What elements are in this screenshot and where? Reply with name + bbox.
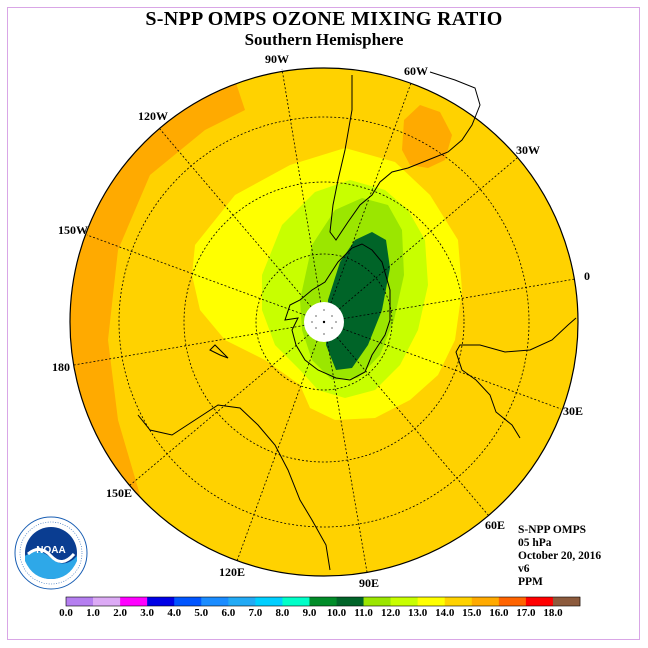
colorbar-tick-label: 1.0 xyxy=(86,607,100,619)
colorbar-tick-label: 18.0 xyxy=(543,607,563,619)
colorbar-swatch xyxy=(390,597,418,606)
colorbar-swatch xyxy=(471,597,500,606)
lon-label-120e: 120E xyxy=(219,565,246,579)
ozone-band-9-10 xyxy=(326,232,390,370)
colorbar-tick-label: 13.0 xyxy=(408,607,428,619)
colorbar-swatch xyxy=(120,597,148,606)
lon-label-90w: 90W xyxy=(265,52,289,66)
coastline-south-america xyxy=(329,71,481,241)
lon-label-120w: 120W xyxy=(138,109,168,123)
noaa-logo-text: NOAA xyxy=(36,545,65,556)
colorbar-swatch xyxy=(417,597,446,606)
noaa-logo: NOAA xyxy=(14,516,88,590)
colorbar-tick-label: 7.0 xyxy=(248,607,263,619)
colorbar-swatch xyxy=(552,597,581,606)
colorbar-tick-label: 10.0 xyxy=(326,607,347,619)
map-boundary xyxy=(69,67,579,577)
figure-frame xyxy=(7,7,640,640)
colorbar-swatch xyxy=(228,597,256,606)
colorbar-tick-label: 4.0 xyxy=(167,607,182,619)
coastline-australia xyxy=(137,404,331,571)
lon-label-30w: 30W xyxy=(516,143,540,157)
colorbar-swatch xyxy=(174,597,202,606)
info-date: October 20, 2016 xyxy=(518,550,602,562)
lon-label-30e: 30E xyxy=(563,404,584,418)
colorbar-swatch xyxy=(363,597,391,606)
colorbar-tick-label: 0.0 xyxy=(59,607,73,619)
lon-label-60w: 60W xyxy=(404,64,428,78)
colorbar-tick-label: 14.0 xyxy=(435,607,455,619)
latitude-circle-45 xyxy=(118,116,530,528)
colorbar-tick-label: 15.0 xyxy=(462,607,482,619)
colorbar-tick-label: 17.0 xyxy=(516,607,536,619)
info-instrument: S-NPP OMPS xyxy=(518,524,587,536)
colorbar-border xyxy=(65,596,581,607)
colorbar-swatch xyxy=(498,597,527,606)
colorbar-swatch xyxy=(336,597,364,606)
colorbar-swatch xyxy=(201,597,229,606)
coastline-new-zealand xyxy=(209,344,229,359)
meridian-150e xyxy=(128,321,325,487)
info-version: v6 xyxy=(518,563,530,575)
meridian-60e xyxy=(323,321,490,517)
polar-gap-dots xyxy=(311,309,337,335)
coastline-africa xyxy=(455,317,577,439)
colorbar-swatch xyxy=(444,597,473,606)
lon-label-60e: 60E xyxy=(485,518,506,532)
colorbar-tick-label: 3.0 xyxy=(140,607,155,619)
lon-label-180: 180 xyxy=(52,360,70,374)
map-title: S-NPP OMPS OZONE MIXING RATIO xyxy=(145,8,503,30)
coastlines xyxy=(137,71,577,571)
graticule xyxy=(73,68,576,573)
colorbar-tick-label: 8.0 xyxy=(275,607,290,619)
colorbar-tick-label: 11.0 xyxy=(354,607,373,619)
colorbar-tick-label: 6.0 xyxy=(221,607,236,619)
meridian-120w xyxy=(158,127,325,323)
colorbar-tick-label: 2.0 xyxy=(113,607,127,619)
colorbar-tick-label: 9.0 xyxy=(302,607,317,619)
colorbar-swatch xyxy=(147,597,175,606)
info-level: 05 hPa xyxy=(518,537,552,549)
colorbar-tick-label: 16.0 xyxy=(489,607,509,619)
lon-label-90e: 90E xyxy=(359,576,380,590)
lon-label-0: 0 xyxy=(584,269,590,283)
map-subtitle: Southern Hemisphere xyxy=(244,30,404,49)
colorbar-swatch xyxy=(525,597,554,606)
lon-label-150w: 150W xyxy=(58,223,88,237)
colorbar-swatch xyxy=(93,597,121,606)
latitude-circle-75 xyxy=(255,253,393,391)
colorbar-swatch xyxy=(255,597,283,606)
colorbar-swatch xyxy=(66,597,94,606)
coastline-antarctica xyxy=(284,243,391,381)
colorbar xyxy=(65,596,581,607)
info-units: PPM xyxy=(518,576,543,588)
colorbar-tick-label: 5.0 xyxy=(194,607,209,619)
meridian-90w xyxy=(281,68,325,323)
colorbar-tick-label: 12.0 xyxy=(381,607,401,619)
latitude-circle-60 xyxy=(183,181,465,463)
lon-label-150e: 150E xyxy=(106,486,133,500)
colorbar-swatch xyxy=(309,597,337,606)
colorbar-swatch xyxy=(282,597,310,606)
meridian-0 xyxy=(323,278,576,323)
